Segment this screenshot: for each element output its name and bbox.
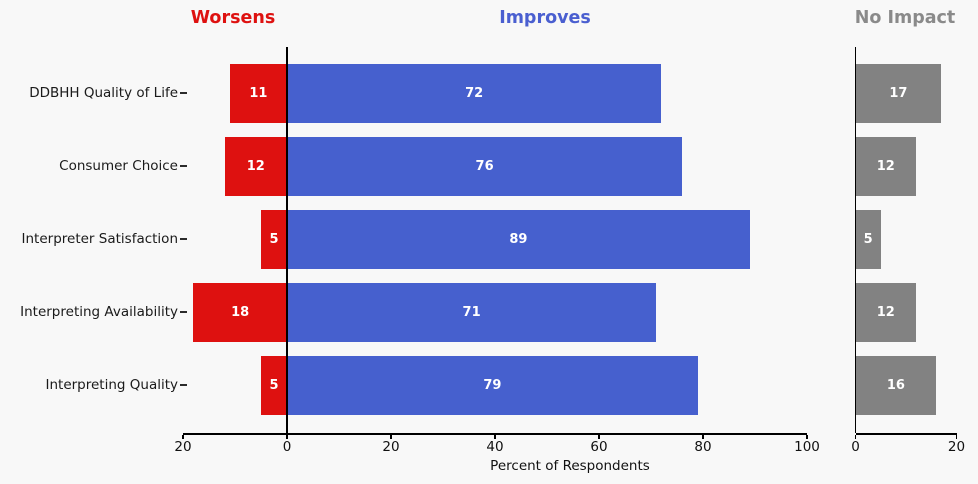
bar-value-label: 12 — [876, 158, 895, 174]
bar-value-label: 11 — [249, 85, 268, 101]
bar-value-label: 76 — [475, 158, 494, 174]
bar-value-label: 12 — [876, 304, 895, 320]
bar-value-label: 79 — [483, 377, 502, 393]
bar-improves: 76 — [287, 136, 683, 196]
panel-title-worsens: Worsens — [190, 8, 276, 28]
category-label: DDBHH Quality of Life — [29, 85, 178, 101]
panel-title-no-impact: No Impact — [854, 8, 956, 28]
bar-worsens: 5 — [261, 209, 287, 269]
impact-x-tick-label: 20 — [947, 439, 966, 455]
bar-worsens: 12 — [224, 136, 287, 196]
y-tick-mark — [180, 384, 187, 386]
main-x-tick-mark — [182, 434, 184, 439]
bar-value-label: 71 — [462, 304, 481, 320]
bar-value-label: 16 — [886, 377, 905, 393]
bar-value-label: 18 — [231, 304, 250, 320]
bar-improves: 79 — [287, 355, 698, 415]
main-x-tick-mark — [702, 434, 704, 439]
x-axis-label: Percent of Respondents — [490, 458, 650, 474]
main-x-tick-label: 100 — [794, 439, 820, 455]
bar-no-impact: 5 — [855, 209, 881, 269]
bar-worsens: 11 — [229, 63, 287, 123]
category-label: Consumer Choice — [59, 158, 178, 174]
main-zero-line — [286, 47, 288, 433]
main-x-tick-label: 0 — [282, 439, 292, 455]
bar-no-impact: 12 — [855, 136, 917, 196]
main-x-tick-label: 20 — [174, 439, 192, 455]
main-x-tick-mark — [286, 434, 288, 439]
bar-worsens: 5 — [261, 355, 287, 415]
y-tick-mark — [180, 92, 187, 94]
panel-title-improves: Improves — [499, 8, 591, 28]
bar-value-label: 72 — [465, 85, 484, 101]
main-x-tick-mark — [598, 434, 600, 439]
category-label: Interpreting Availability — [20, 304, 178, 320]
bar-value-label: 5 — [863, 231, 873, 247]
bar-improves: 72 — [287, 63, 662, 123]
main-x-axis-spine — [183, 433, 807, 435]
impact-x-tick-mark — [854, 434, 857, 439]
main-x-tick-label: 40 — [486, 439, 504, 455]
bar-worsens: 18 — [193, 282, 287, 342]
main-x-tick-mark — [390, 434, 392, 439]
main-x-tick-label: 80 — [694, 439, 712, 455]
impact-x-tick-label: 0 — [851, 439, 860, 455]
y-tick-mark — [180, 238, 187, 240]
impact-x-tick-mark — [955, 434, 958, 439]
category-label: Interpreting Quality — [45, 377, 178, 393]
bar-improves: 89 — [287, 209, 750, 269]
main-x-tick-mark — [806, 434, 808, 439]
bar-no-impact: 12 — [855, 282, 917, 342]
bar-improves: 71 — [287, 282, 657, 342]
impact-x-axis-spine — [855, 433, 957, 435]
main-x-tick-mark — [494, 434, 496, 439]
main-x-tick-label: 60 — [590, 439, 608, 455]
bar-value-label: 89 — [509, 231, 528, 247]
bar-value-label: 5 — [269, 377, 279, 393]
bar-value-label: 17 — [889, 85, 908, 101]
main-x-tick-label: 20 — [382, 439, 400, 455]
bar-no-impact: 16 — [855, 355, 937, 415]
bar-value-label: 12 — [246, 158, 265, 174]
y-tick-mark — [180, 311, 187, 313]
y-tick-mark — [180, 165, 187, 167]
bar-no-impact: 17 — [855, 63, 942, 123]
bar-value-label: 5 — [269, 231, 279, 247]
impact-zero-line — [854, 47, 857, 433]
category-label: Interpreter Satisfaction — [21, 231, 178, 247]
